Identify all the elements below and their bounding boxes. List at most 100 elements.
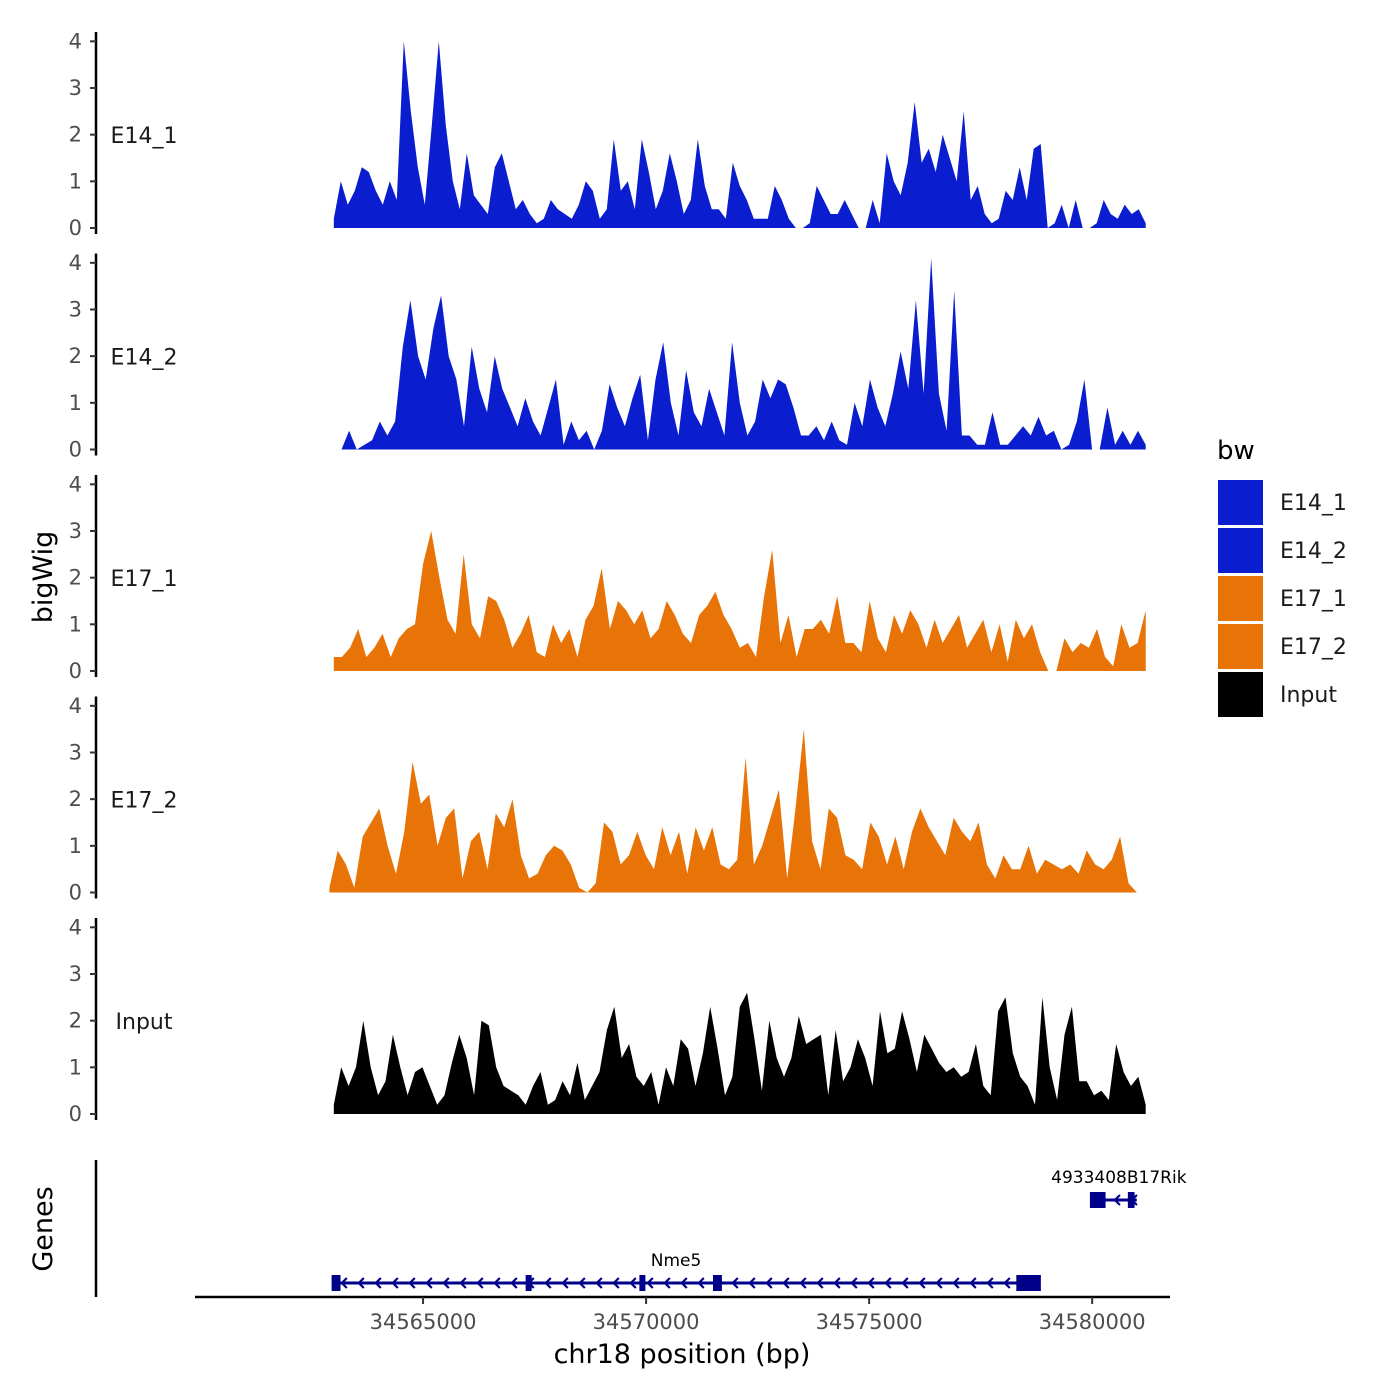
track-e14-1: 0 1 2 3 4 E14_1: [69, 29, 1146, 240]
y-tick-label: 4: [69, 694, 82, 718]
exon: [639, 1275, 646, 1291]
strand-arrow: [510, 1277, 518, 1289]
strand-arrow: [731, 1277, 739, 1289]
y-tick-label: 3: [69, 519, 82, 543]
y-tick-label: 4: [69, 472, 82, 496]
y-tick-label: 1: [69, 169, 82, 193]
legend-swatch: [1218, 528, 1263, 573]
y-tick-label: 4: [69, 29, 82, 53]
legend-swatch: [1218, 672, 1263, 717]
x-tick-label: 34575000: [816, 1310, 923, 1334]
strand-arrow: [765, 1277, 773, 1289]
legend-title: bw: [1217, 436, 1255, 466]
track-e17-2: 0 1 2 3 4 E17_2: [69, 694, 1137, 905]
legend-label: E17_1: [1280, 587, 1347, 612]
legend-label: E14_1: [1280, 491, 1347, 516]
y-tick-label: 3: [69, 76, 82, 100]
track-input: 0 1 2 3 4 Input: [69, 915, 1146, 1126]
track-label: E14_1: [111, 124, 178, 149]
legend-swatch: [1218, 576, 1263, 621]
strand-arrow: [799, 1277, 807, 1289]
track-e14-2: 0 1 2 3 4 E14_2: [69, 251, 1146, 462]
strand-arrow: [425, 1277, 433, 1289]
legend-label: E17_2: [1280, 635, 1347, 660]
y-tick-label: 0: [69, 216, 82, 240]
exon: [331, 1275, 341, 1291]
x-tick-label: 34580000: [1039, 1310, 1146, 1334]
strand-arrow: [697, 1277, 705, 1289]
strand-arrow: [391, 1277, 399, 1289]
strand-arrow: [459, 1277, 467, 1289]
y-tick-label: 4: [69, 915, 82, 939]
y-axis-title: bigWig: [28, 531, 59, 624]
genes-axis-title: Genes: [28, 1186, 59, 1271]
strand-arrow: [374, 1277, 382, 1289]
strand-arrow: [493, 1277, 501, 1289]
y-tick-label: 3: [69, 298, 82, 322]
strand-arrow: [918, 1277, 926, 1289]
strand-arrow: [612, 1277, 620, 1289]
x-axis: 34565000 34570000 34575000 34580000: [195, 1295, 1170, 1334]
area-e17-1: [333, 531, 1146, 671]
y-tick-label: 1: [69, 834, 82, 858]
strand-arrow: [357, 1277, 365, 1289]
x-tick-label: 34565000: [370, 1310, 477, 1334]
strand-arrow: [544, 1277, 552, 1289]
legend-label: Input: [1280, 683, 1337, 708]
strand-arrow: [1003, 1277, 1011, 1289]
y-tick-label: 3: [69, 962, 82, 986]
y-tick-label: 2: [69, 1009, 82, 1033]
strand-arrow: [595, 1277, 603, 1289]
strand-arrow: [578, 1277, 586, 1289]
y-tick-label: 1: [69, 612, 82, 636]
y-tick-label: 2: [69, 123, 82, 147]
y-tick-label: 0: [69, 438, 82, 462]
strand-arrow: [884, 1277, 892, 1289]
strand-arrow: [476, 1277, 484, 1289]
gene-label: Nme5: [651, 1251, 702, 1271]
strand-arrow: [986, 1277, 994, 1289]
y-tick-label: 4: [69, 251, 82, 275]
track-label: E14_2: [111, 346, 178, 371]
legend-swatch: [1218, 624, 1263, 669]
gene-label: 4933408B17Rik: [1051, 1168, 1187, 1188]
gene-nme5: Nme5: [331, 1251, 1041, 1291]
legend-label: E14_2: [1280, 539, 1347, 564]
y-tick-label: 1: [69, 391, 82, 415]
strand-arrow: [901, 1277, 909, 1289]
strand-arrow: [561, 1277, 569, 1289]
legend-item-e17-1: E17_1: [1218, 576, 1347, 621]
strand-arrow: [782, 1277, 790, 1289]
exon: [1016, 1275, 1041, 1291]
exon: [712, 1275, 722, 1291]
y-tick-label: 0: [69, 1102, 82, 1126]
strand-arrow: [1113, 1194, 1121, 1206]
y-tick-label: 1: [69, 1055, 82, 1079]
exon: [1089, 1192, 1106, 1208]
strand-arrow: [816, 1277, 824, 1289]
track-label: E17_1: [111, 567, 178, 592]
strand-arrow: [408, 1277, 416, 1289]
track-label: Input: [116, 1010, 173, 1035]
gene-track: Nme5 4933408B17Rik: [94, 1160, 1187, 1297]
y-tick-label: 3: [69, 741, 82, 765]
strand-arrow: [952, 1277, 960, 1289]
exon: [1127, 1192, 1135, 1208]
track-label: E17_2: [111, 789, 178, 814]
area-e14-2: [333, 258, 1146, 450]
y-tick-label: 2: [69, 787, 82, 811]
axis-titles: chr18 position (bp) bigWig Genes: [28, 531, 810, 1370]
legend-item-e17-2: E17_2: [1218, 624, 1347, 669]
legend-item-input: Input: [1218, 672, 1337, 717]
strand-arrow: [340, 1277, 348, 1289]
strand-arrow: [748, 1277, 756, 1289]
strand-arrow: [646, 1277, 654, 1289]
strand-arrow: [833, 1277, 841, 1289]
track-e17-1: 0 1 2 3 4 E17_1: [69, 472, 1146, 683]
x-axis-title: chr18 position (bp): [554, 1339, 811, 1370]
strand-arrow: [867, 1277, 875, 1289]
signal-tracks: 0 1 2 3 4 E14_1 0 1 2 3 4 E14_2 0 1 2 3 4 E17_1 0 1 2 3 4 E17_2…: [69, 29, 1146, 1126]
legend-item-e14-1: E14_1: [1218, 480, 1347, 525]
strand-arrow: [629, 1277, 637, 1289]
y-tick-label: 0: [69, 659, 82, 683]
